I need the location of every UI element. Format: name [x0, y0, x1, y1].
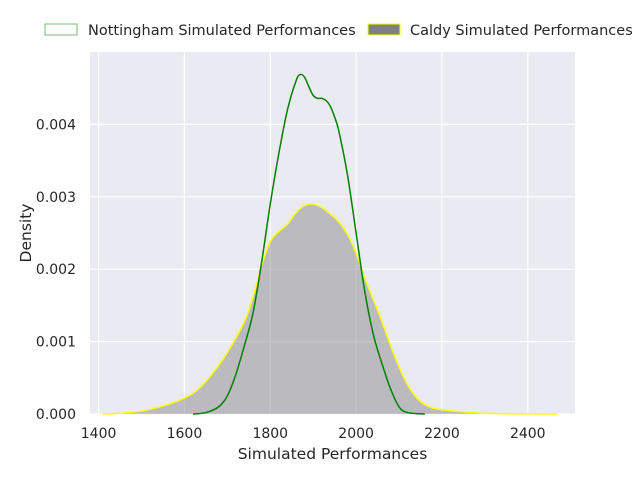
legend-label-nottingham: Nottingham Simulated Performances — [88, 23, 356, 39]
x-tick-label: 1800 — [252, 426, 288, 442]
y-tick-label: 0.002 — [36, 262, 76, 278]
legend-swatch-caldy — [367, 23, 401, 36]
x-tick-label: 2200 — [424, 426, 460, 442]
y-tick-label: 0.001 — [36, 335, 76, 351]
x-tick-label: 1600 — [167, 426, 203, 442]
nottingham-density-line — [192, 73, 425, 415]
y-tick-label: 0.004 — [36, 117, 76, 133]
y-tick-label: 0.003 — [36, 190, 76, 206]
caldy-density-line — [102, 203, 558, 415]
legend-label-caldy: Caldy Simulated Performances — [410, 23, 633, 39]
y-tick-label: 0.000 — [36, 407, 76, 423]
x-tick-label: 1400 — [81, 426, 117, 442]
legend-swatch-nottingham — [44, 23, 78, 36]
y-axis-label: Density — [17, 204, 35, 263]
caldy-density-fill — [102, 203, 558, 414]
grid-lines — [90, 52, 575, 415]
x-tick-label: 2000 — [338, 426, 374, 442]
x-axis-ticks: 1400 1600 1800 2000 2200 2400 — [81, 426, 546, 442]
x-axis-label: Simulated Performances — [238, 445, 428, 463]
y-axis-ticks: 0.000 0.001 0.002 0.003 0.004 — [36, 117, 76, 423]
series-layer — [102, 73, 558, 415]
legend: Nottingham Simulated Performances Caldy S… — [44, 23, 633, 39]
x-tick-label: 2400 — [510, 426, 546, 442]
